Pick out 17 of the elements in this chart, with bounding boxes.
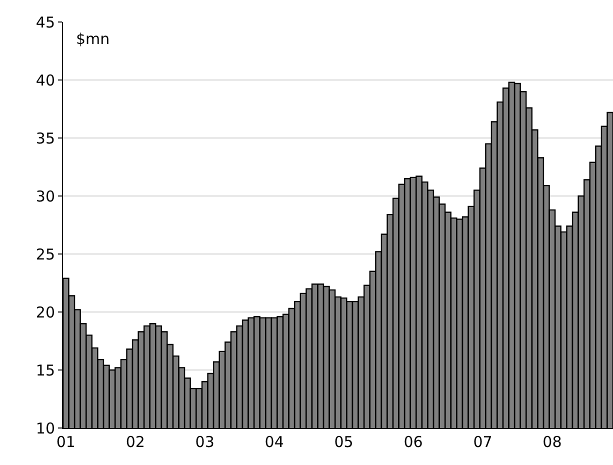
x-tick-label: 07: [473, 433, 492, 451]
x-tick-label: 03: [195, 433, 214, 451]
x-tick-label: 04: [264, 433, 284, 451]
y-tick-label: 20: [36, 303, 55, 322]
x-tick-label: 08: [542, 433, 562, 451]
y-tick-label: 30: [36, 187, 55, 206]
y-axis-title: $mn: [76, 30, 110, 48]
y-tick-label: 40: [36, 71, 55, 90]
x-tick-label: 01: [56, 433, 76, 451]
y-tick-label: 45: [36, 13, 55, 32]
x-tick-label: 06: [404, 433, 423, 451]
y-tick-label: 15: [36, 361, 55, 380]
y-tick-label: 25: [36, 245, 55, 264]
y-tick-label: 10: [36, 419, 55, 438]
y-tick-label: 35: [36, 129, 55, 148]
x-tick-label: 02: [126, 433, 145, 451]
x-tick-label: 05: [334, 433, 354, 451]
